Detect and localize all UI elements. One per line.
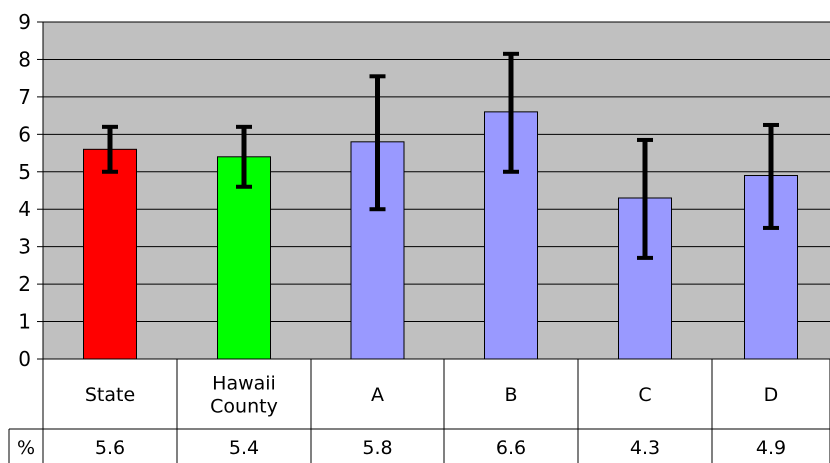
category-label: D [764, 384, 779, 406]
error-bars [102, 51, 779, 260]
plot-area [43, 22, 830, 359]
table-value: 6.6 [496, 437, 526, 459]
table-value: 4.3 [630, 437, 660, 459]
y-tick-label: 9 [18, 10, 31, 34]
y-tick-label: 0 [18, 347, 31, 371]
bars [83, 111, 798, 360]
category-label: Hawaii County [210, 373, 278, 418]
table-value: 4.9 [756, 437, 786, 459]
category-label: A [371, 384, 384, 406]
bar [217, 156, 271, 360]
y-tick-label: 4 [18, 197, 31, 221]
y-tick-label: 2 [18, 272, 31, 296]
category-label: State [85, 384, 135, 406]
data-table: % State 5.6 Hawaii County 5.4 A 5.8 B 6.6 C 4.3 D 4.9 [8, 358, 830, 463]
grid-lines [43, 21, 830, 360]
table-value: 5.4 [229, 437, 259, 459]
y-tick-label: 3 [18, 235, 31, 259]
y-tick-label: 8 [18, 47, 31, 71]
y-tick-label: 5 [18, 160, 31, 184]
table-value: 5.8 [362, 437, 392, 459]
y-tick-label: 1 [18, 310, 31, 334]
category-label: C [638, 384, 651, 406]
category-label: B [504, 384, 517, 406]
table-value: 5.6 [95, 437, 125, 459]
bar [83, 148, 137, 360]
table-row-label: % [17, 437, 35, 459]
y-tick-label: 7 [18, 85, 31, 109]
y-axis-ticks: 0 1 2 3 4 5 6 7 8 9 [18, 10, 44, 371]
y-tick-label: 6 [18, 122, 31, 146]
